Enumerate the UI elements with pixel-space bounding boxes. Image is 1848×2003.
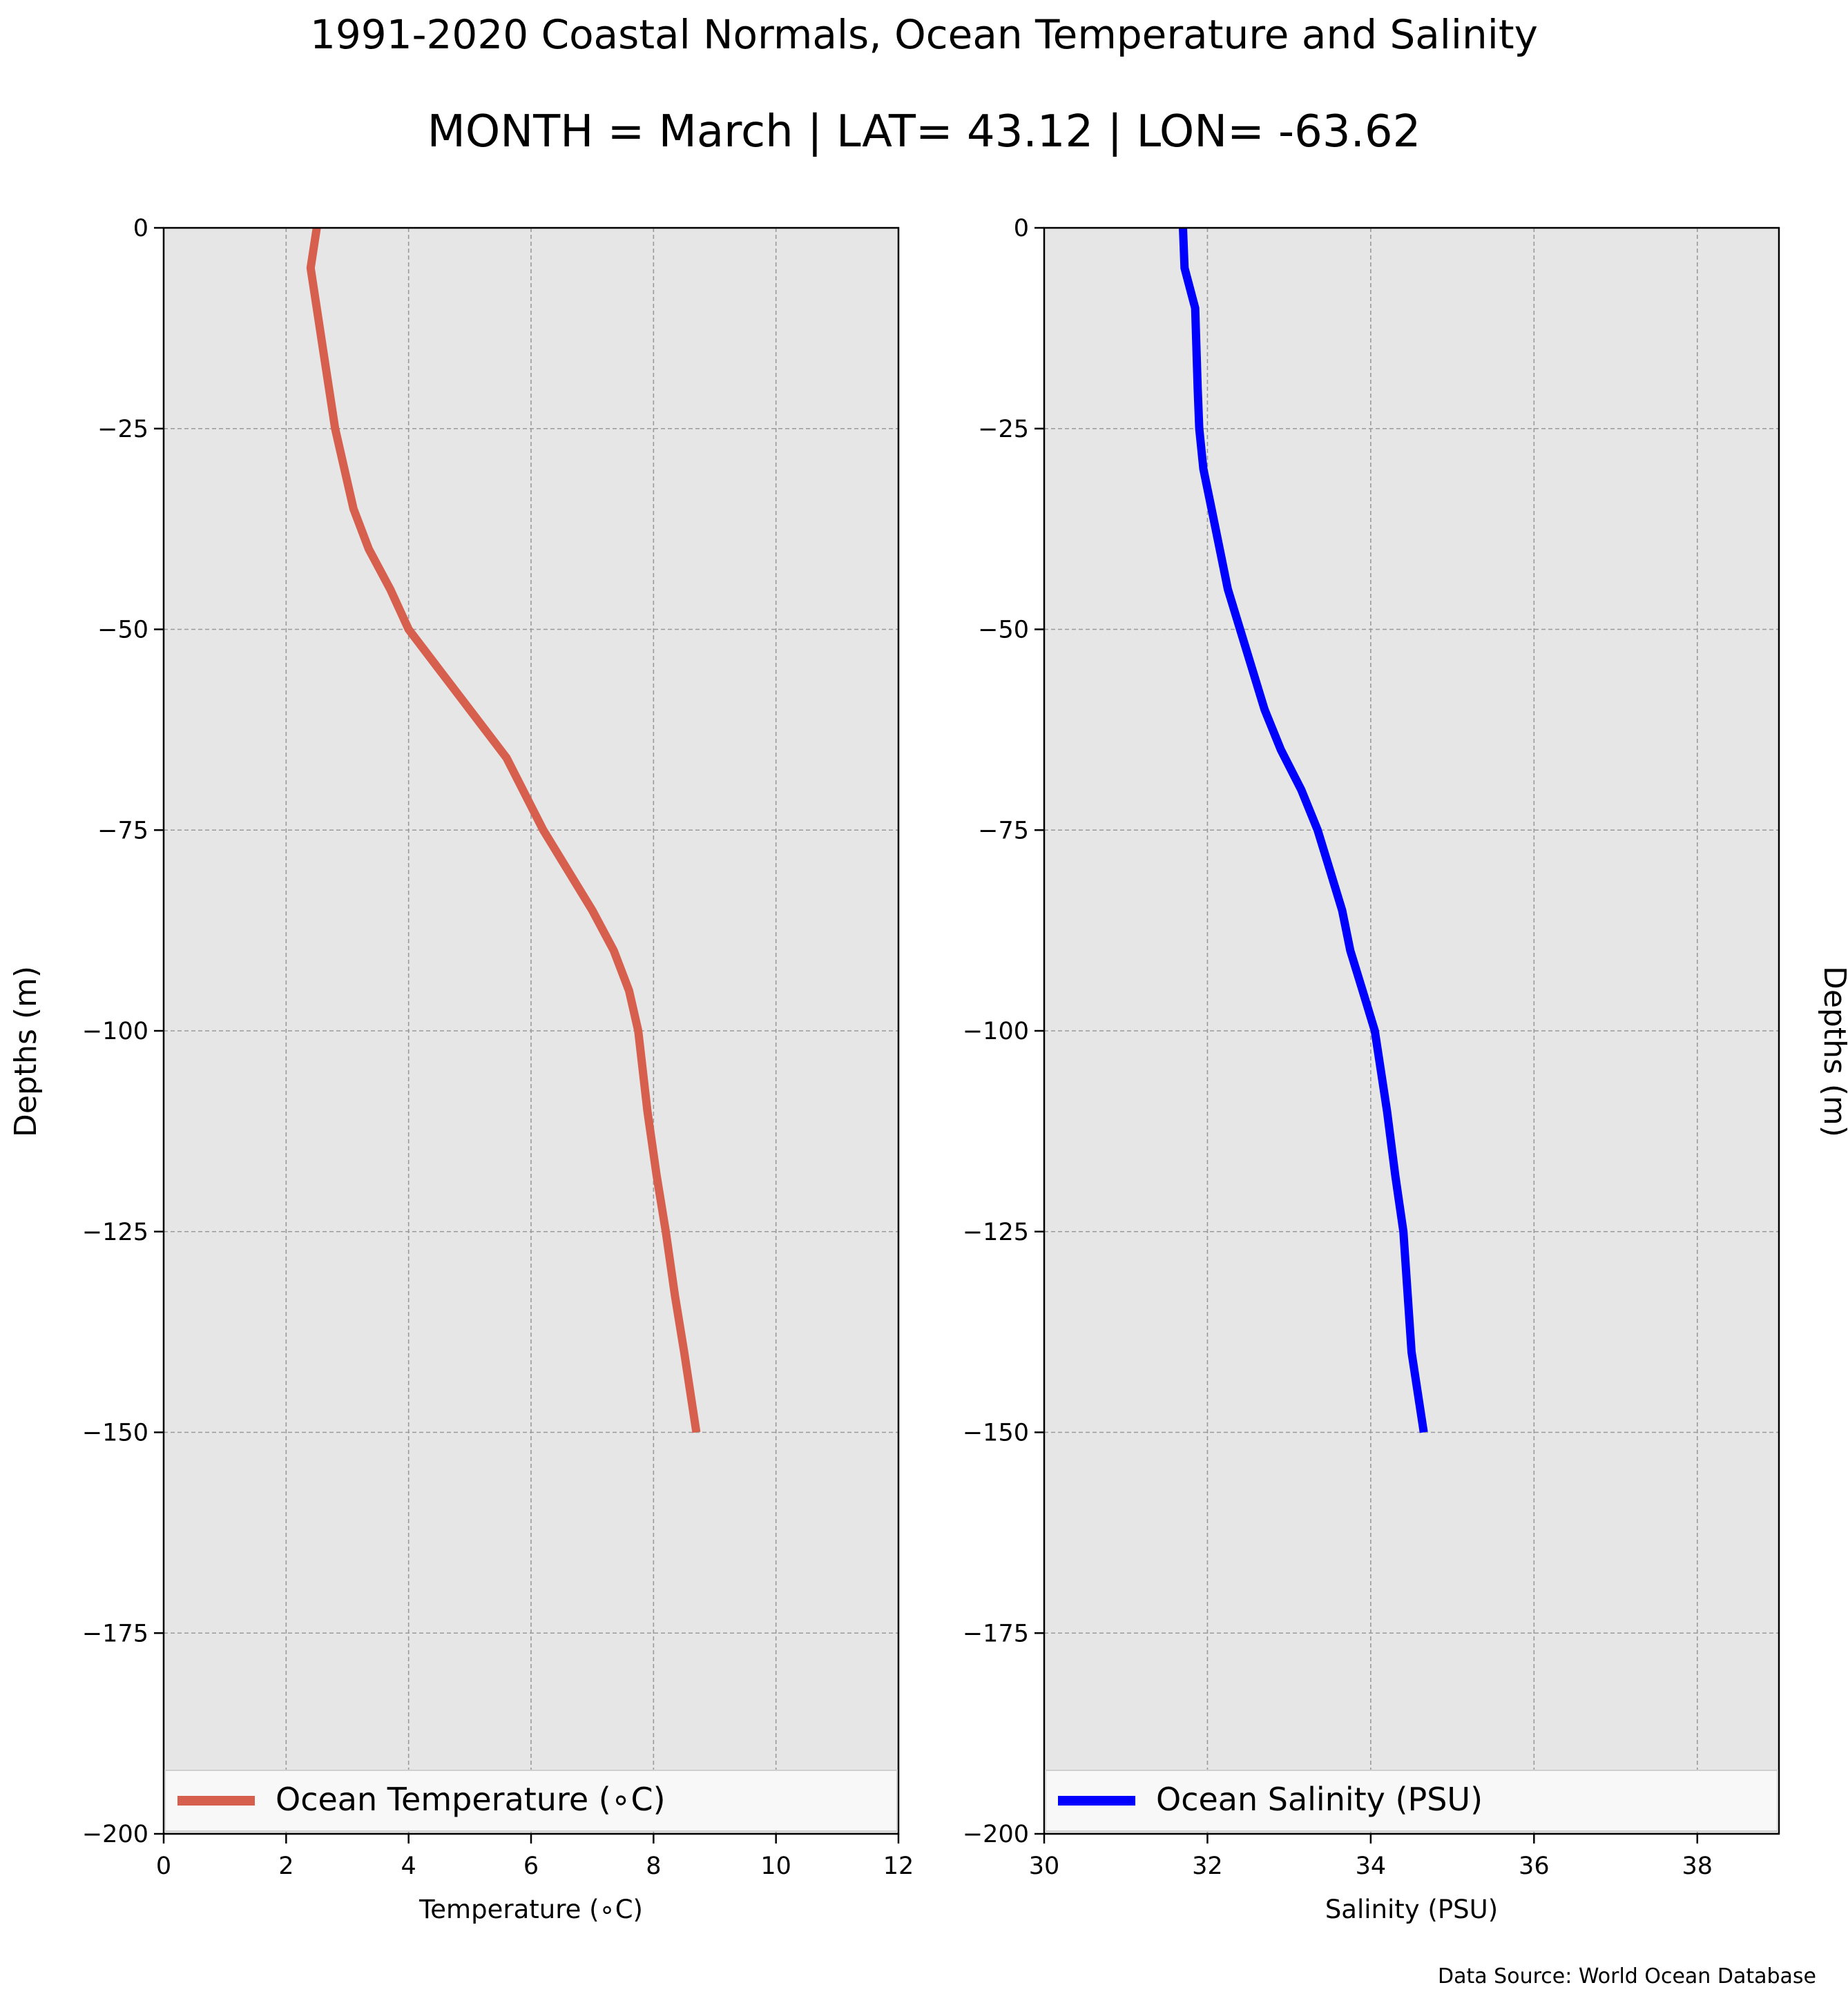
salinity-legend-box (1045, 1770, 1778, 1832)
temperature-y-tick-label: −25 (97, 416, 148, 443)
temperature-legend-box (164, 1770, 898, 1832)
salinity-x-tick-label: 38 (1682, 1852, 1713, 1880)
temperature-x-axis-label: Temperature (∘C) (418, 1895, 643, 1924)
salinity-x-axis-label: Salinity (PSU) (1325, 1895, 1498, 1924)
temperature-y-tick-label: 0 (133, 215, 148, 242)
temperature-x-tick-label: 10 (760, 1852, 791, 1880)
temperature-y-tick-label: −200 (82, 1821, 148, 1848)
salinity-x-tick-label: 36 (1519, 1852, 1550, 1880)
salinity-profile-line (1179, 227, 1428, 1433)
temperature-x-tick-label: 2 (278, 1852, 293, 1880)
temperature-y-tick-label: −175 (82, 1620, 148, 1647)
temperature-y-tick-label: −50 (97, 617, 148, 644)
temperature-x-tick-label: 12 (883, 1852, 914, 1880)
temperature-y-axis-label: Depths (m) (8, 966, 44, 1137)
temperature-profile-line (306, 227, 701, 1433)
figure-subtitle: MONTH = March | LAT= 43.12 | LON= -63.62 (427, 106, 1421, 157)
salinity-x-tick-label: 34 (1356, 1852, 1387, 1880)
salinity-y-axis-label: Depths (m) (1817, 966, 1848, 1137)
temperature-panel: 0 2 4 6 8 10 12 0 −25 −50 −75 −100 −125 −150 −175 −200 T… (8, 215, 914, 1924)
salinity-y-tick-label: −175 (963, 1620, 1029, 1647)
salinity-y-tick-label: −200 (963, 1821, 1029, 1848)
temperature-legend-label: Ocean Temperature (∘C) (276, 1781, 666, 1818)
salinity-y-tick-label: −75 (978, 817, 1029, 844)
temperature-y-tick-label: −150 (82, 1420, 148, 1447)
temperature-legend: Ocean Temperature (∘C) (164, 1770, 898, 1832)
temperature-y-tick-label: −125 (82, 1219, 148, 1246)
temperature-x-tick-label: 8 (646, 1852, 661, 1880)
salinity-y-tick-label: −100 (963, 1018, 1029, 1045)
temperature-y-tick-label: −75 (97, 817, 148, 844)
temperature-x-tick-label: 0 (156, 1852, 171, 1880)
salinity-panel: 30 32 34 36 38 0 −25 −50 −75 −100 −125 −150 −175 −200… (963, 215, 1848, 1924)
salinity-y-tick-label: −150 (963, 1420, 1029, 1447)
salinity-y-tick-label: −125 (963, 1219, 1029, 1246)
salinity-y-tick-label: −25 (978, 416, 1029, 443)
temperature-y-tick-label: −100 (82, 1018, 148, 1045)
salinity-y-tick-label: 0 (1014, 215, 1029, 242)
salinity-legend: Ocean Salinity (PSU) (1045, 1770, 1778, 1832)
data-source-note: Data Source: World Ocean Database (1438, 1964, 1816, 1989)
salinity-legend-label: Ocean Salinity (PSU) (1156, 1781, 1483, 1818)
salinity-x-tick-label: 30 (1029, 1852, 1060, 1880)
salinity-x-tick-label: 32 (1192, 1852, 1223, 1880)
salinity-y-tick-label: −50 (978, 617, 1029, 644)
figure-title: 1991-2020 Coastal Normals, Ocean Tempera… (310, 11, 1538, 58)
temperature-x-tick-label: 6 (523, 1852, 539, 1880)
temperature-x-tick-label: 4 (401, 1852, 416, 1880)
